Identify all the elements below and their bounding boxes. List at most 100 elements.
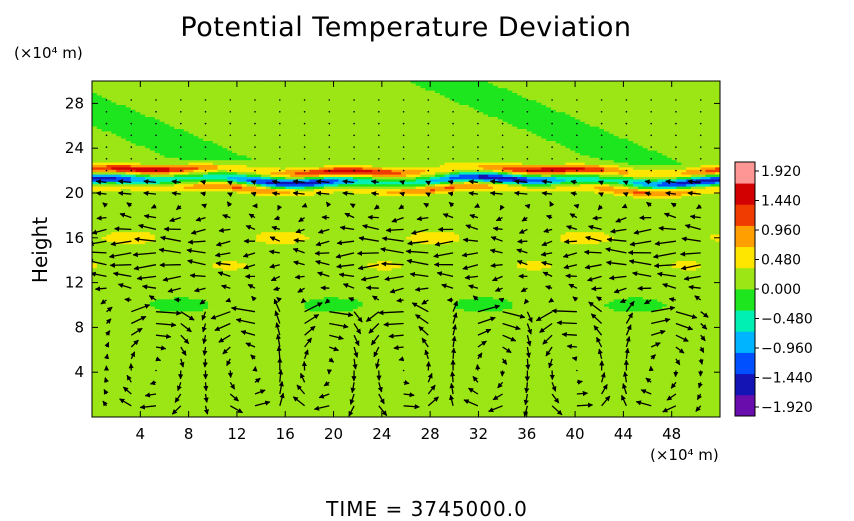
wind-vector-dot <box>304 123 306 125</box>
wind-vector-dot <box>378 135 380 137</box>
wind-vector-dot <box>626 99 628 101</box>
wind-vector <box>110 265 131 266</box>
wind-vector-dot <box>452 170 454 172</box>
wind-vector-dot <box>601 158 603 160</box>
wind-vector-dot <box>279 146 281 148</box>
wind-vector-dot <box>428 146 430 148</box>
wind-vector-dot <box>576 170 578 172</box>
wind-vector <box>577 393 588 394</box>
wind-vector-dot <box>304 170 306 172</box>
wind-vector-dot <box>106 135 108 137</box>
y-tick-label: 8 <box>74 318 84 336</box>
wind-vector-dot <box>329 99 331 101</box>
wind-vector-dot <box>353 111 355 113</box>
wind-vector <box>397 300 404 301</box>
wind-vector-dot <box>205 135 207 137</box>
wind-vector <box>584 252 601 253</box>
colorbar-label: 0.000 <box>761 282 801 298</box>
wind-vector <box>557 323 577 324</box>
wind-vector-dot <box>650 135 652 137</box>
wind-vector-dot <box>254 99 256 101</box>
wind-vector-dot <box>180 135 182 137</box>
colorbar-swatch <box>735 247 755 269</box>
wind-vector <box>453 348 454 359</box>
wind-vector-dot <box>675 123 677 125</box>
wind-vector-dot <box>155 135 157 137</box>
wind-vector <box>206 382 207 390</box>
wind-vector-dot <box>576 123 578 125</box>
y-tick-label: 28 <box>65 94 84 112</box>
colorbar-label: −1.440 <box>761 371 813 387</box>
wind-vector <box>577 405 593 406</box>
y-tick-label: 12 <box>65 274 84 292</box>
colorbar-swatch <box>735 268 755 290</box>
wind-vector-dot <box>700 158 702 160</box>
wind-vector-dot <box>155 123 157 125</box>
wind-vector-dot <box>254 158 256 160</box>
wind-vector-dot <box>155 158 157 160</box>
wind-vector-dot <box>353 158 355 160</box>
wind-vector-dot <box>205 146 207 148</box>
wind-vector-dot <box>452 111 454 113</box>
wind-vector <box>592 288 602 289</box>
x-tick-label: 32 <box>469 425 488 443</box>
wind-vector-dot <box>230 111 232 113</box>
wind-vector-dot <box>700 135 702 137</box>
wind-vector-dot <box>205 158 207 160</box>
colorbar-swatch <box>735 289 755 311</box>
wind-vector-dot <box>477 111 479 113</box>
wind-vector-dot <box>477 146 479 148</box>
wind-vector-dot <box>353 135 355 137</box>
wind-vector <box>562 334 577 335</box>
wind-vector-dot <box>106 123 108 125</box>
wind-vector-dot <box>675 135 677 137</box>
wind-vector-dot <box>650 111 652 113</box>
wind-vector-dot <box>230 146 232 148</box>
wind-vector-dot <box>477 135 479 137</box>
x-tick-label: 12 <box>227 425 246 443</box>
wind-vector <box>477 365 478 371</box>
wind-vector <box>174 300 180 301</box>
wind-vector <box>567 346 577 347</box>
wind-vector-dot <box>329 146 331 148</box>
wind-vector-dot <box>626 123 628 125</box>
wind-vector-dot <box>279 123 281 125</box>
x-tick-label: 4 <box>136 425 146 443</box>
wind-vector-dot <box>576 146 578 148</box>
wind-vector-dot <box>477 158 479 160</box>
wind-vector-dot <box>304 158 306 160</box>
wind-vector-dot <box>180 158 182 160</box>
wind-vector <box>115 229 132 230</box>
wind-vector-dot <box>650 146 652 148</box>
wind-vector-dot <box>279 135 281 137</box>
colorbar-swatch <box>735 310 755 332</box>
wind-vector-dot <box>626 111 628 113</box>
wind-vector <box>525 205 527 206</box>
wind-vector-dot <box>304 135 306 137</box>
wind-vector-dot <box>576 135 578 137</box>
wind-vector-dot <box>601 123 603 125</box>
wind-vector-dot <box>155 99 157 101</box>
wind-vector-dot <box>700 146 702 148</box>
colorbar-swatch <box>735 183 755 205</box>
wind-vector-dot <box>551 170 553 172</box>
x-tick-label: 8 <box>184 425 194 443</box>
wind-vector-dot <box>353 146 355 148</box>
wind-vector-dot <box>155 146 157 148</box>
wind-vector-dot <box>477 170 479 172</box>
wind-vector-dot <box>428 111 430 113</box>
wind-vector-dot <box>131 123 133 125</box>
wind-vector-dot <box>527 158 529 160</box>
wind-vector-dot <box>675 99 677 101</box>
wind-vector-dot <box>205 99 207 101</box>
colorbar-label: 0.480 <box>761 253 801 269</box>
wind-vector-dot <box>131 111 133 113</box>
colorbar: 1.9201.4400.9600.4800.000−0.480−0.960−1.… <box>735 162 813 416</box>
wind-vector-dot <box>205 170 207 172</box>
colorbar-swatch <box>735 331 755 353</box>
wind-vector-dot <box>131 158 133 160</box>
wind-vector <box>572 358 577 359</box>
wind-vector-dot <box>477 99 479 101</box>
y-tick-label: 24 <box>65 139 84 157</box>
wind-vector-dot <box>254 146 256 148</box>
